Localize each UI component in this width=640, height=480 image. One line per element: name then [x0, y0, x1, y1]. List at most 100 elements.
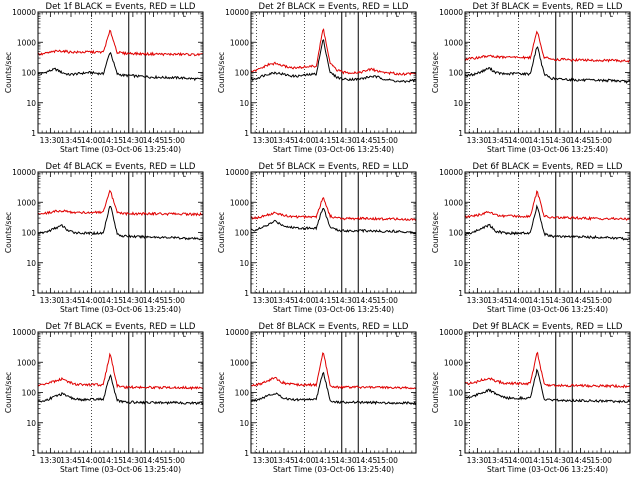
- series-lld-line: [250, 352, 417, 390]
- x-tick-label: 14:00: [294, 296, 316, 305]
- x-tick-label: 14:15: [314, 136, 336, 145]
- y-tick-label: 10: [453, 259, 463, 268]
- series-events-line: [464, 204, 631, 241]
- y-axis-label: Counts/sec: [217, 212, 226, 253]
- y-tick-label: 10: [453, 419, 463, 428]
- corner-mark: └: [181, 331, 186, 341]
- panel-8f: Det 8f BLACK = Events, RED = LLD└ 1 10 100 1…: [217, 322, 470, 474]
- y-tick-label: 1000: [230, 198, 249, 207]
- x-tick-label: 15:00: [376, 136, 398, 145]
- x-tick-label: 13:30: [467, 456, 489, 465]
- y-axis-label: Counts/sec: [4, 372, 13, 413]
- x-tick-label: 14:30: [122, 136, 144, 145]
- x-tick-label: 14:00: [81, 136, 103, 145]
- x-tick-label: 14:15: [101, 456, 123, 465]
- corner-mark: └: [394, 331, 399, 341]
- y-tick-label: 100: [235, 69, 250, 78]
- y-axis-label: Counts/sec: [4, 52, 13, 93]
- y-tick-label: 1: [31, 449, 36, 458]
- chart-title: Det 8f BLACK = Events, RED = LLD: [259, 322, 409, 332]
- panel-7f: Det 7f BLACK = Events, RED = LLD└ 1 10 100 1…: [4, 322, 257, 474]
- x-axis-label: Start Time (03-Oct-06 13:25:40): [273, 305, 394, 314]
- series-lld-line: [464, 30, 631, 63]
- plot-frame: [37, 171, 204, 294]
- x-tick-label: 14:30: [549, 456, 571, 465]
- x-axis-label: Start Time (03-Oct-06 13:25:40): [487, 465, 608, 474]
- x-tick-label: 14:30: [549, 136, 571, 145]
- x-axis-label: Start Time (03-Oct-06 13:25:40): [273, 465, 394, 474]
- x-tick-label: 15:00: [590, 456, 612, 465]
- y-axis-label: Counts/sec: [431, 212, 440, 253]
- x-tick-label: 13:30: [253, 456, 275, 465]
- x-tick-label: 13:45: [273, 296, 295, 305]
- x-tick-label: 14:15: [314, 456, 336, 465]
- x-tick-label: 13:45: [273, 136, 295, 145]
- x-tick-label: 14:15: [528, 456, 550, 465]
- plot-frame: [464, 331, 631, 454]
- panel-2f: Det 2f BLACK = Events, RED = LLD└ 1 10 100 1…: [217, 2, 470, 154]
- x-tick-label: 13:45: [60, 456, 82, 465]
- plot-frame: [250, 331, 417, 454]
- x-axis-label: Start Time (03-Oct-06 13:25:40): [60, 145, 181, 154]
- series-lld-line: [250, 197, 417, 222]
- x-tick-label: 14:15: [528, 136, 550, 145]
- series-lld-line: [37, 29, 204, 57]
- x-tick-label: 13:45: [487, 456, 509, 465]
- series-lld-line: [464, 351, 631, 389]
- y-tick-label: 1000: [230, 38, 249, 47]
- x-tick-label: 15:00: [590, 136, 612, 145]
- y-tick-label: 1: [244, 449, 249, 458]
- y-tick-label: 100: [449, 389, 464, 398]
- panel-1f: Det 1f BLACK = Events, RED = LLD└ 1 10 100 1…: [4, 2, 257, 154]
- y-tick-label: 1000: [17, 198, 36, 207]
- y-tick-label: 1: [458, 129, 463, 138]
- y-tick-label: 10: [453, 99, 463, 108]
- chart-title: Det 2f BLACK = Events, RED = LLD: [259, 2, 409, 12]
- x-tick-label: 15:00: [376, 456, 398, 465]
- x-tick-label: 14:30: [122, 296, 144, 305]
- series-events-line: [464, 368, 631, 404]
- x-tick-label: 14:45: [570, 136, 592, 145]
- x-tick-label: 13:45: [273, 456, 295, 465]
- y-tick-label: 10000: [225, 168, 249, 177]
- x-tick-label: 15:00: [163, 136, 185, 145]
- x-tick-label: 13:30: [253, 296, 275, 305]
- y-tick-label: 10000: [12, 168, 36, 177]
- y-tick-label: 10000: [439, 8, 463, 17]
- plot-frame: [464, 171, 631, 294]
- y-tick-label: 1000: [444, 358, 463, 367]
- panel-3f: Det 3f BLACK = Events, RED = LLD└ 1 10 100 1…: [431, 2, 631, 154]
- x-axis-label: Start Time (03-Oct-06 13:25:40): [60, 305, 181, 314]
- panel-9f: Det 9f BLACK = Events, RED = LLD└ 1 10 100 1…: [431, 322, 631, 474]
- x-tick-label: 14:00: [294, 456, 316, 465]
- chart-title: Det 4f BLACK = Events, RED = LLD: [46, 162, 196, 172]
- y-tick-label: 1: [458, 449, 463, 458]
- x-tick-label: 13:45: [487, 296, 509, 305]
- y-tick-label: 100: [449, 69, 464, 78]
- x-tick-label: 14:45: [570, 456, 592, 465]
- plot-frame: [37, 331, 204, 454]
- x-tick-label: 14:30: [122, 456, 144, 465]
- y-tick-label: 1: [458, 289, 463, 298]
- y-tick-label: 1: [31, 129, 36, 138]
- x-axis-label: Start Time (03-Oct-06 13:25:40): [487, 305, 608, 314]
- x-tick-label: 13:45: [487, 136, 509, 145]
- y-tick-label: 1000: [17, 38, 36, 47]
- series-events-line: [250, 207, 417, 235]
- y-tick-label: 1000: [230, 358, 249, 367]
- x-axis-label: Start Time (03-Oct-06 13:25:40): [273, 145, 394, 154]
- x-tick-label: 14:45: [356, 296, 378, 305]
- x-tick-label: 15:00: [376, 296, 398, 305]
- y-tick-label: 100: [22, 389, 37, 398]
- series-lld-line: [37, 189, 204, 217]
- series-events-line: [464, 46, 631, 84]
- y-tick-label: 1000: [444, 198, 463, 207]
- y-tick-label: 1: [244, 289, 249, 298]
- x-tick-label: 14:30: [335, 296, 357, 305]
- x-tick-label: 14:00: [508, 456, 530, 465]
- corner-mark: └: [394, 171, 399, 181]
- y-tick-label: 10000: [225, 8, 249, 17]
- series-events-line: [250, 39, 416, 84]
- x-tick-label: 14:30: [335, 136, 357, 145]
